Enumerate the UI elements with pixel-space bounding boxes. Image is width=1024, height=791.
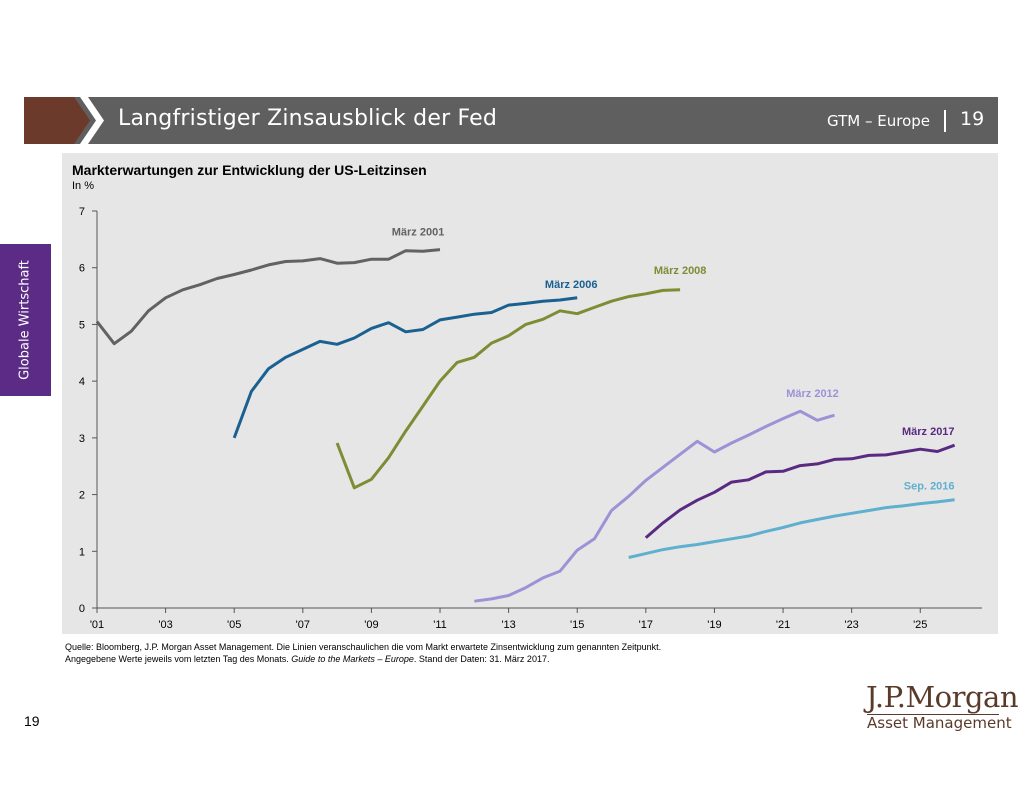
x-tick-label: '01 (90, 619, 104, 631)
series-line-m-rz-2017 (644, 443, 956, 539)
series-label-sep-2016: Sep. 2016 (904, 481, 955, 493)
x-tick-label: '11 (433, 619, 447, 631)
y-tick-label: 4 (79, 376, 85, 388)
source-line-2-pre: Angegebene Werte jeweils vom letzten Tag… (65, 654, 292, 664)
y-tick-label: 5 (79, 319, 85, 331)
header-page-number: 19 (960, 108, 985, 130)
footer-page-number: 19 (24, 713, 40, 729)
x-tick-label: '05 (227, 619, 241, 631)
x-tick-label: '25 (913, 619, 927, 631)
logo-subtitle: Asset Management (867, 714, 1012, 732)
header-separator (944, 110, 946, 132)
chart-series (95, 248, 956, 603)
source-line-2-italic: Guide to the Markets – Europe (291, 654, 414, 664)
page-title: Langfristiger Zinsausblick der Fed (118, 106, 498, 131)
source-note: Quelle: Bloomberg, J.P. Morgan Asset Man… (65, 641, 661, 665)
chart-series-labels: März 2001 März 2006 März 2008 März 2012 März… (392, 227, 955, 493)
series-label-m-rz-2006: März 2006 (545, 279, 598, 291)
y-tick-label: 7 (79, 206, 85, 218)
x-tick-label: '19 (707, 619, 721, 631)
gtm-label: GTM – Europe (827, 112, 930, 130)
chart-axes: 0 1 2 3 4 5 6 7 '01 '03 '05 '07 '09 '11 '13 '15 '17 '19 '2… (79, 206, 982, 631)
chart-title: Markterwartungen zur Entwicklung der US-… (72, 162, 427, 178)
header-bar (24, 97, 998, 144)
series-line-m-rz-2008 (335, 288, 681, 490)
source-line-1: Quelle: Bloomberg, J.P. Morgan Asset Man… (65, 642, 662, 652)
x-tick-label: '07 (296, 619, 310, 631)
series-label-m-rz-2008: März 2008 (654, 265, 707, 277)
section-tab[interactable]: Globale Wirtschaft (0, 244, 51, 396)
source-line-2: Angegebene Werte jeweils vom letzten Tag… (65, 653, 661, 665)
series-label-m-rz-2001: März 2001 (392, 227, 445, 239)
source-line-2-post: . Stand der Daten: 31. März 2017. (413, 654, 550, 664)
series-line-sep-2016 (628, 498, 955, 559)
y-tick-label: 2 (79, 490, 85, 502)
logo-rule (867, 714, 999, 715)
series-line-m-rz-2006 (232, 296, 578, 439)
x-tick-label: '21 (776, 619, 790, 631)
series-line-m-rz-2012 (474, 409, 835, 603)
y-tick-label: 6 (79, 263, 85, 275)
series-label-m-rz-2017: März 2017 (902, 426, 955, 438)
y-tick-label: 3 (79, 433, 85, 445)
x-tick-label: '17 (639, 619, 653, 631)
y-tick-label: 1 (79, 546, 85, 558)
x-tick-label: '23 (844, 619, 858, 631)
x-tick-label: '13 (501, 619, 515, 631)
logo-wordmark: J.P.Morgan (866, 680, 1019, 714)
chart-panel (62, 153, 998, 634)
y-tick-label: 0 (79, 603, 85, 615)
chart-y-unit: In % (72, 180, 95, 192)
series-label-m-rz-2012: März 2012 (786, 388, 839, 400)
series-line-m-rz-2001 (95, 248, 441, 346)
header-brand-chevron (24, 97, 104, 144)
x-tick-label: '03 (158, 619, 172, 631)
x-tick-label: '15 (570, 619, 584, 631)
x-tick-label: '09 (364, 619, 378, 631)
